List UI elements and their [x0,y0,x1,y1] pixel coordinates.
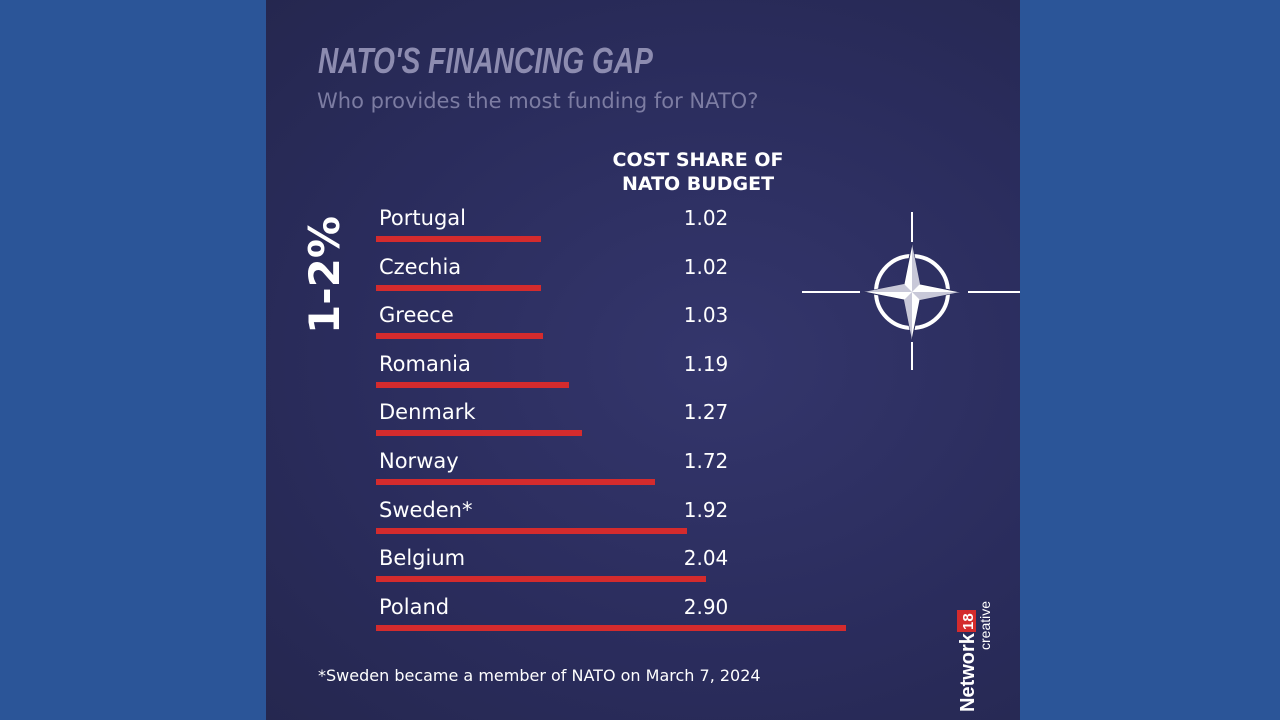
chart-title: NATO'S FINANCING GAP [318,40,653,81]
bar-row: Norway 1.72 [266,449,1020,497]
logo-network-text: Network [957,632,979,712]
bar-row: Denmark 1.27 [266,400,1020,448]
category-label: Romania [379,351,471,376]
bar [376,236,542,242]
value-label: 1.02 [683,254,729,279]
value-label: 1.03 [683,303,729,328]
infographic-panel: NATO'S FINANCING GAP Who provides the mo… [266,0,1020,720]
value-label: 1.27 [683,400,729,425]
logo-number-text: 18 [960,613,977,630]
network18-logo: Network 18 creative [954,590,994,712]
category-label: Czechia [379,254,462,279]
value-column-header: COST SHARE OF NATO BUDGET [612,149,784,195]
bar [376,284,542,291]
category-label: Norway [379,449,459,473]
category-label: Greece [379,303,454,328]
bar-row: Belgium 2.04 [266,546,1020,594]
nato-compass-icon [802,212,1020,370]
category-label: Denmark [379,400,476,425]
bar [376,527,688,534]
value-label: 1.92 [683,497,729,522]
value-label: 1.19 [683,351,729,376]
logo-creative-text: creative [977,601,993,650]
category-label: Portugal [379,206,466,230]
bar [376,479,655,485]
category-label: Belgium [379,546,466,571]
chart-subtitle: Who provides the most funding for NATO? [317,89,759,113]
bar [376,381,569,388]
bar-row: Romania 1.19 [266,352,1020,400]
value-label: 1.72 [683,449,729,473]
bar-row: Poland 2.90 [266,595,1020,643]
bar [376,333,543,340]
value-label: 2.04 [683,546,729,571]
value-label: 2.90 [683,594,729,619]
bar [376,430,582,437]
bar [376,576,707,583]
bar-row: Sweden* 1.92 [266,498,1020,546]
bar-row: Czechia 1.02 [266,255,1020,303]
footnote: *Sweden became a member of NATO on March… [318,666,761,685]
category-label: Poland [379,594,450,619]
value-label: 1.02 [683,206,729,230]
bar-row: Portugal 1.02 [266,206,1020,254]
bar-row: Greece 1.03 [266,303,1020,351]
category-label: Sweden* [379,497,473,522]
bar [376,624,846,631]
